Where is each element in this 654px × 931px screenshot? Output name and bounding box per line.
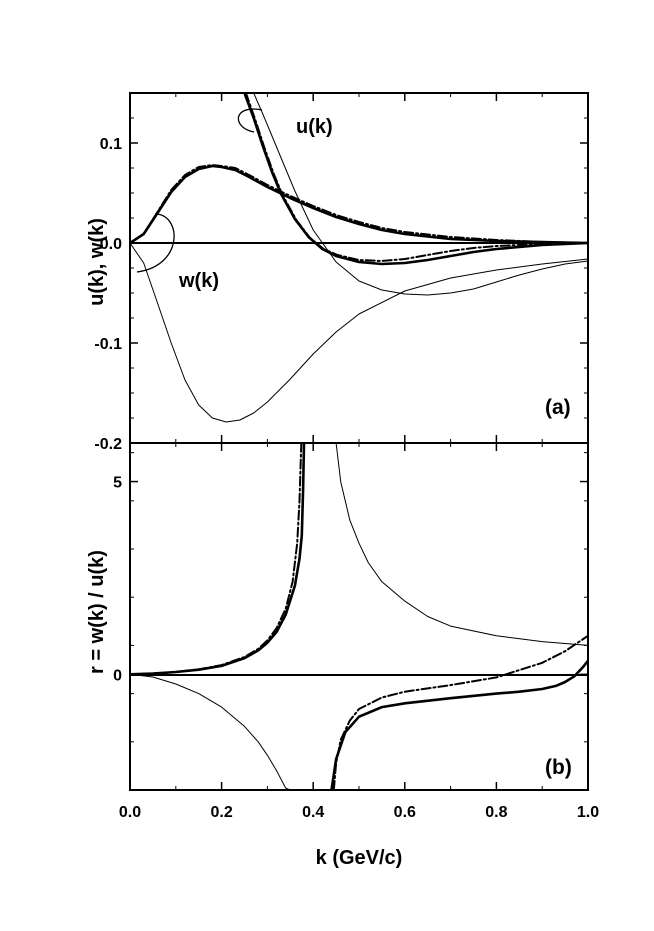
series-line-w-k-model-3 xyxy=(130,164,588,244)
panel-a-label: (a) xyxy=(545,396,571,419)
panel-b-ticks: 5 0 0.0 0.2 0.4 0.6 0.8 1.0 xyxy=(113,443,599,821)
series-line-w-k-model-2 xyxy=(130,164,588,245)
y-axis-title-b: r = w(k) / u(k) xyxy=(86,550,108,674)
panel-a-series xyxy=(130,93,588,423)
x-tick-label: 0.0 xyxy=(119,804,141,821)
panel-a-ticks: 0.1 0.0 -0.1 -0.2 xyxy=(94,92,589,453)
x-tick-label: 1.0 xyxy=(577,804,599,821)
series-line-u-k-model-3 xyxy=(244,93,588,262)
panel-a-frame xyxy=(129,92,589,444)
series-line-r-model-3-left-branch- xyxy=(130,443,303,676)
x-tick-label: 0.4 xyxy=(302,804,324,821)
annotation-w-k-bracket xyxy=(136,213,175,273)
x-axis-title: k (GeV/c) xyxy=(316,847,403,869)
series-line-u-k-model-1 xyxy=(253,93,588,296)
y-axis-title-a: u(k), w(k) xyxy=(86,218,108,306)
panel-b-frame xyxy=(129,442,589,791)
panel-b-series xyxy=(130,443,588,790)
x-tick-label: 0.8 xyxy=(485,804,507,821)
panel-a: 0.1 0.0 -0.1 -0.2 (a) u(k) w(k) xyxy=(94,92,589,453)
y-tick-label-b: 0 xyxy=(113,667,122,684)
x-tick-label: 0.2 xyxy=(210,804,232,821)
series-line-r-model-1-right-branch- xyxy=(335,443,588,646)
y-tick-label-a: 0.0 xyxy=(100,236,122,253)
annotation-u-k-bracket xyxy=(237,108,263,133)
series-line-r-model-2-left-branch- xyxy=(130,443,306,676)
series-line-r-model-3-right-branch- xyxy=(332,634,588,790)
panel-b-label: (b) xyxy=(545,756,572,779)
y-tick-label-a: -0.2 xyxy=(94,436,122,453)
series-line-w-k-model-1 xyxy=(130,242,588,423)
annotation-u-k: u(k) xyxy=(296,116,333,138)
y-tick-label-a: 0.1 xyxy=(100,136,122,153)
y-tick-label-a: -0.1 xyxy=(94,336,122,353)
panel-b: 5 0 0.0 0.2 0.4 0.6 0.8 1.0 (b) xyxy=(113,442,599,821)
x-tick-label: 0.6 xyxy=(394,804,416,821)
y-tick-label-b: 5 xyxy=(113,475,122,492)
series-line-r-model-1-left-branch- xyxy=(130,673,291,790)
annotation-w-k: w(k) xyxy=(178,270,219,292)
series-line-r-model-2-right-branch- xyxy=(330,659,588,790)
